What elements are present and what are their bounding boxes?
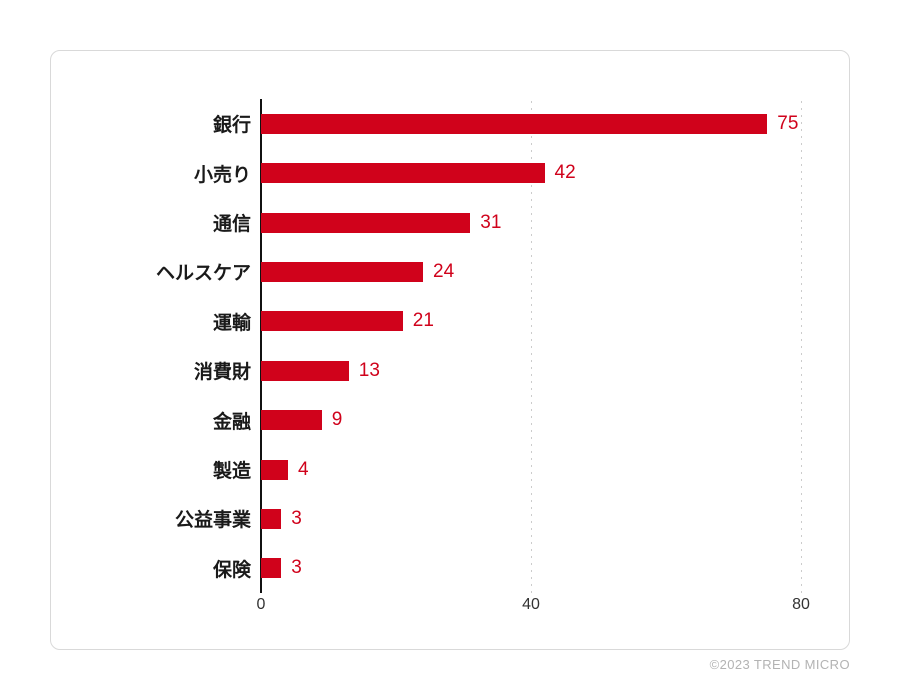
value-label: 31: [480, 211, 502, 233]
chart-row: 運輸 21: [51, 297, 849, 346]
gridline-40: [531, 101, 532, 593]
bar-track: 31: [261, 212, 849, 234]
bar-track: 75: [261, 113, 849, 135]
x-tick-label-0: 0: [256, 596, 266, 613]
value-label: 13: [358, 359, 380, 381]
category-label: 公益事業: [174, 510, 251, 532]
x-tick-label-40: 40: [522, 596, 540, 613]
bar-track: 4: [261, 459, 849, 481]
value-label: 42: [554, 162, 576, 184]
bar-track: 21: [261, 310, 849, 332]
copyright-text: ©2023 TREND MICRO: [709, 657, 850, 672]
value-label: 4: [298, 458, 309, 480]
bar: [261, 558, 282, 579]
plot-area: 銀行 75 小売り 42 通信 31 ヘルスケア 24 運輸 21 消費財 13 金融 9 製造 4 公益事業 3…: [51, 51, 849, 649]
category-label: 運輸: [212, 312, 251, 334]
category-label: ヘルスケア: [155, 263, 251, 285]
value-label: 21: [412, 310, 434, 332]
gridline-80: [801, 101, 802, 593]
value-label: 24: [433, 260, 455, 282]
chart-row: 通信 31: [51, 198, 849, 247]
value-label: 9: [331, 409, 343, 431]
category-label: 小売り: [193, 164, 251, 186]
chart-row: 金融 9: [51, 395, 849, 444]
value-label: 3: [291, 507, 302, 529]
bar-track: 13: [261, 360, 849, 382]
bar: [261, 410, 322, 431]
bar: [261, 508, 282, 529]
bars-area: 銀行 75 小売り 42 通信 31 ヘルスケア 24 運輸 21 消費財 13 金融 9 製造 4 公益事業 3…: [51, 99, 849, 593]
chart-row: 製造 4: [51, 445, 849, 494]
chart-row: 銀行 75: [51, 99, 849, 148]
x-tick-label-80: 80: [792, 596, 810, 613]
chart-row: 小売り 42: [51, 148, 849, 197]
y-axis-line: [260, 99, 262, 593]
bar-track: 3: [261, 557, 849, 579]
category-label: 保険: [212, 559, 251, 581]
chart-row: 保険 3: [51, 544, 849, 593]
bar-track: 3: [261, 508, 849, 530]
category-label: 消費財: [193, 362, 251, 384]
bar: [261, 459, 288, 480]
bar: [261, 163, 545, 184]
bar-track: 42: [261, 162, 849, 184]
value-label: 75: [777, 112, 799, 134]
value-label: 3: [291, 557, 302, 579]
category-label: 通信: [212, 214, 251, 236]
category-label: 金融: [212, 411, 251, 433]
bar: [261, 311, 403, 332]
bar-track: 24: [261, 261, 849, 283]
chart-row: ヘルスケア 24: [51, 247, 849, 296]
bar-track: 9: [261, 409, 849, 431]
bar: [261, 113, 768, 134]
category-label: 製造: [212, 461, 251, 483]
chart-card: 銀行 75 小売り 42 通信 31 ヘルスケア 24 運輸 21 消費財 13 金融 9 製造 4 公益事業 3…: [50, 50, 850, 650]
bar: [261, 212, 471, 233]
chart-row: 公益事業 3: [51, 494, 849, 543]
chart-row: 消費財 13: [51, 346, 849, 395]
bar: [261, 261, 423, 282]
category-label: 銀行: [212, 115, 251, 137]
bar: [261, 360, 349, 381]
